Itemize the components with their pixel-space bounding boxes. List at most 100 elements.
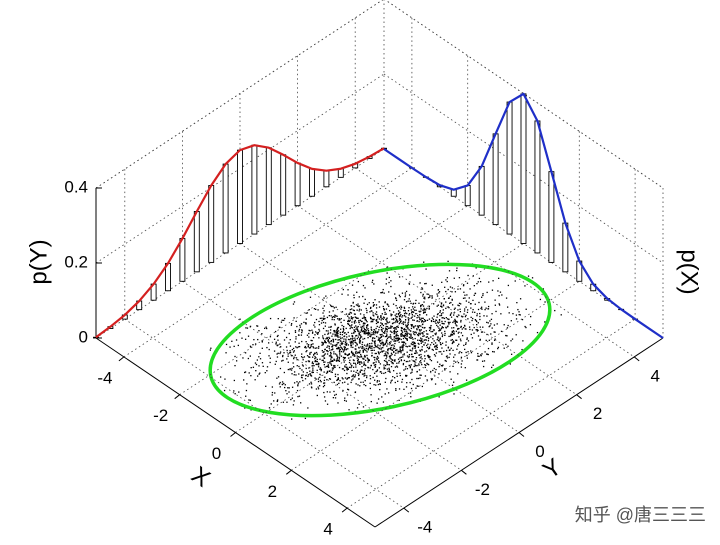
scatter-point [374, 332, 376, 334]
scatter-point [336, 342, 338, 344]
scatter-point [384, 353, 387, 355]
scatter-point [337, 373, 339, 376]
scatter-point [336, 315, 338, 317]
scatter-point [350, 370, 352, 372]
scatter-point [317, 362, 320, 364]
scatter-point [394, 342, 396, 345]
scatter-point [313, 353, 315, 356]
scatter-point [375, 304, 378, 306]
scatter-point [380, 339, 382, 342]
scatter-point [379, 345, 381, 347]
scatter-point [242, 357, 244, 359]
scatter-point [357, 352, 359, 354]
scatter-point [386, 334, 388, 336]
scatter-point [322, 385, 325, 388]
scatter-point [415, 349, 417, 352]
scatter-point [332, 340, 335, 342]
scatter-point [426, 333, 428, 335]
scatter-point [418, 332, 420, 334]
scatter-point [293, 366, 295, 368]
scatter-point [295, 346, 297, 348]
scatter-point [248, 399, 250, 401]
scatter-point [343, 325, 345, 328]
scatter-point [436, 338, 438, 341]
scatter-point [391, 318, 393, 320]
scatter-point [421, 317, 423, 319]
scatter-point [433, 340, 435, 342]
scatter-point [373, 349, 375, 352]
scatter-point [432, 349, 434, 351]
scatter-point [457, 332, 459, 334]
scatter-point [337, 378, 339, 381]
scatter-point [276, 400, 279, 402]
y-tick-label: -2 [475, 480, 490, 499]
scatter-point [449, 295, 452, 297]
scatter-point [352, 337, 354, 340]
scatter-point [315, 357, 317, 359]
scatter-point [291, 348, 294, 351]
scatter-point [435, 319, 437, 321]
scatter-point [414, 364, 416, 367]
scatter-point [328, 378, 331, 380]
scatter-point [427, 364, 430, 366]
scatter-point [358, 296, 360, 298]
scatter-point [286, 393, 288, 395]
scatter-point [359, 340, 362, 342]
scatter-point [363, 356, 366, 358]
scatter-point [393, 345, 396, 347]
scatter-point [505, 297, 508, 299]
scatter-point [381, 396, 383, 398]
scatter-point [363, 375, 365, 377]
scatter-point [353, 331, 355, 334]
scatter-point [343, 338, 345, 340]
scatter-point [328, 341, 330, 343]
scatter-point [283, 386, 286, 389]
scatter-point [482, 365, 485, 368]
scatter-point [421, 332, 424, 334]
scatter-point [356, 344, 358, 346]
scatter-point [324, 322, 327, 324]
scatter-point [326, 370, 329, 373]
scatter-point [390, 325, 392, 327]
scatter-point [343, 319, 345, 322]
scatter-point [376, 358, 378, 360]
scatter-point [396, 319, 398, 321]
scatter-point [388, 291, 390, 293]
scatter-point [411, 350, 413, 352]
scatter-point [338, 319, 340, 321]
scatter-point [311, 339, 313, 342]
scatter-point [424, 308, 426, 310]
scatter-point [416, 377, 418, 380]
scatter-point [356, 334, 358, 337]
scatter-point [245, 389, 248, 392]
scatter-point [376, 369, 379, 371]
scatter-point [425, 314, 428, 316]
scatter-point [358, 341, 361, 343]
scatter-point [464, 294, 466, 296]
scatter-point [354, 341, 356, 343]
scatter-point [436, 305, 438, 307]
scatter-point [330, 304, 332, 307]
scatter-point [364, 317, 366, 319]
scatter-point [368, 302, 370, 304]
scatter-point [330, 305, 333, 308]
scatter-point [356, 291, 358, 293]
scatter-point [429, 328, 432, 330]
scatter-point [428, 308, 430, 310]
scatter-point [450, 333, 453, 335]
scatter-point [304, 378, 307, 380]
scatter-point [476, 314, 478, 317]
scatter-point [391, 353, 393, 356]
scatter-point [407, 310, 410, 312]
scatter-point [331, 346, 333, 348]
scatter-point [332, 315, 334, 318]
scatter-point [440, 305, 442, 307]
scatter-point [458, 304, 460, 307]
scatter-point [423, 297, 425, 299]
scatter-point [383, 307, 385, 310]
scatter-point [389, 327, 391, 329]
scatter-point [330, 360, 332, 363]
scatter-point [362, 351, 364, 353]
scatter-point [344, 397, 346, 399]
scatter-point [365, 326, 368, 328]
